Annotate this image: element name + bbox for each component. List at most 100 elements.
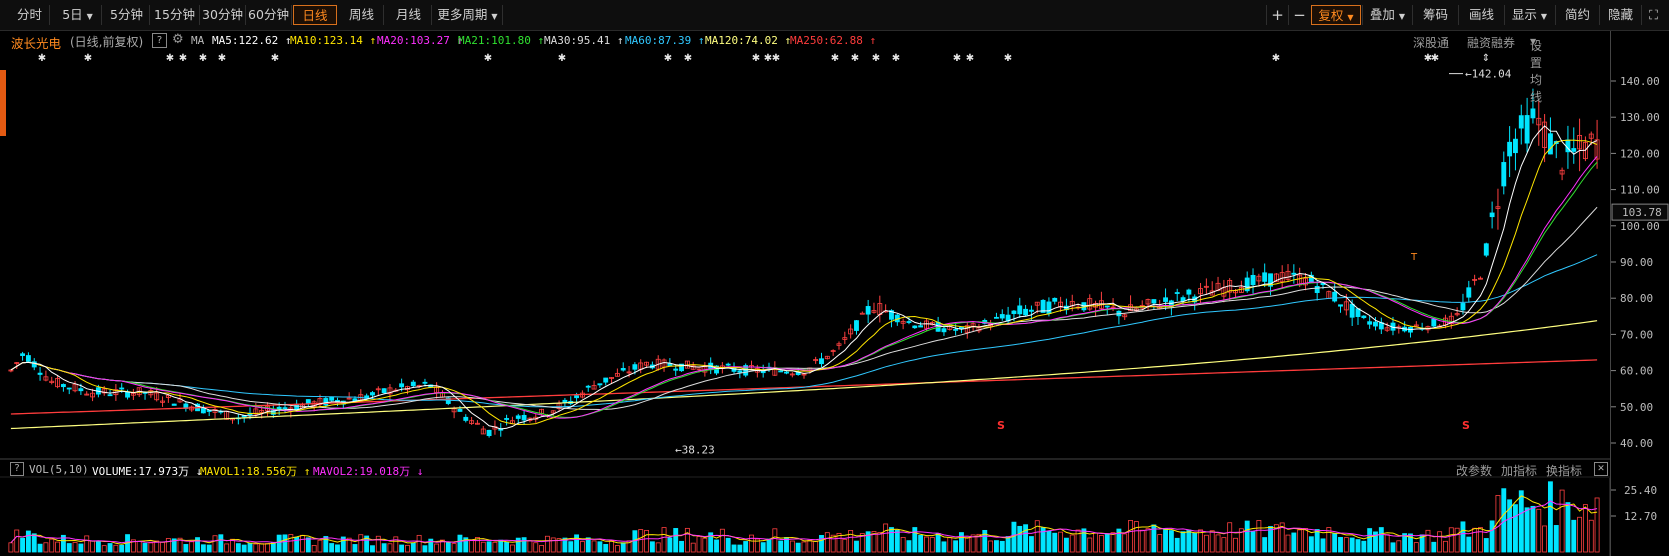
volume-bar (603, 544, 609, 553)
volume-bar (1326, 527, 1332, 553)
gear-icon[interactable]: ⚙ (172, 32, 184, 47)
volume-bar (387, 543, 393, 553)
link-margin[interactable]: 融资融券 (1467, 36, 1516, 50)
volume-bar (614, 545, 620, 553)
volume-bar (1133, 521, 1139, 553)
adjust-button[interactable]: 复权 ▼ (1311, 5, 1361, 25)
volume-bar (370, 545, 375, 553)
volume-bar (999, 540, 1005, 553)
tab-fenshi[interactable]: 分时 (10, 5, 50, 25)
candle-body (410, 381, 416, 387)
tab-more-periods[interactable]: 更多周期 ▼ (433, 5, 503, 25)
volume-bar (789, 540, 795, 553)
volume-bar (1542, 525, 1548, 553)
tab-30min[interactable]: 30分钟 (200, 5, 246, 25)
volume-bar (597, 541, 603, 553)
chevron-down-icon: ▼ (1530, 37, 1537, 46)
candle-body (1536, 117, 1542, 126)
candle-body (171, 403, 177, 406)
ma-value-2: MA20:103.27 ↑ (377, 34, 464, 47)
star-marker: ✱ (892, 53, 900, 64)
volume-bar (679, 540, 684, 553)
price-tick-label: 120.00 (1620, 147, 1660, 160)
help-icon[interactable]: ? (152, 33, 167, 48)
volume-bar (504, 541, 510, 553)
volume-bar (708, 532, 714, 553)
add-indicator-link[interactable]: 加指标 (1501, 464, 1538, 478)
tab-weekly[interactable]: 周线 (340, 5, 384, 25)
volume-bar (235, 543, 241, 553)
zoom-out-button[interactable]: − (1288, 5, 1310, 25)
volume-bar (1104, 533, 1110, 553)
tab-daily[interactable]: 日线 (293, 5, 337, 25)
volume-bar (894, 530, 900, 553)
volume-bar (212, 535, 218, 553)
candle-body (1518, 115, 1524, 129)
volume-help-icon[interactable]: ? (10, 462, 24, 476)
candle-body (521, 414, 527, 421)
volume-bar (148, 542, 154, 553)
zoom-in-button[interactable]: + (1266, 5, 1288, 25)
volume-bar (1034, 520, 1040, 553)
candle-body (78, 388, 84, 392)
overlay-button[interactable]: 叠加 ▼ (1362, 5, 1412, 25)
high-price-label: ←142.04 (1465, 68, 1512, 81)
candle-body (1058, 301, 1064, 308)
volume-bar (189, 541, 195, 553)
volume-bar (346, 537, 352, 553)
candle-body (1028, 309, 1034, 312)
candle-body (854, 320, 859, 331)
candle-body (1460, 303, 1466, 311)
volume-bar (247, 543, 253, 553)
switch-indicator-link[interactable]: 换指标 (1546, 464, 1583, 478)
hide-button[interactable]: 隐藏 (1599, 5, 1641, 25)
side-tab[interactable] (0, 70, 6, 136)
volume-bar (136, 541, 142, 553)
tab-monthly[interactable]: 月线 (386, 5, 432, 25)
candle-body (49, 380, 55, 383)
candle-body (1495, 206, 1501, 209)
star-marker: ✱ (1424, 53, 1432, 64)
draw-line-button[interactable]: 画线 (1458, 5, 1504, 25)
tab-5min[interactable]: 5分钟 (104, 5, 150, 25)
candle-body (1052, 297, 1058, 302)
volume-bar (1524, 507, 1530, 553)
candle-body (626, 371, 632, 374)
chips-button[interactable]: 筹码 (1412, 5, 1458, 25)
candle-body (889, 310, 894, 320)
edit-params-link[interactable]: 改参数 (1456, 464, 1493, 478)
candle-body (603, 377, 609, 383)
volume-bar (900, 537, 906, 553)
stock-name[interactable]: 波长光电 (11, 36, 62, 51)
s-marker: S (1462, 419, 1470, 432)
candle-body (1588, 133, 1594, 139)
fullscreen-icon[interactable]: ⛶ (1641, 5, 1665, 25)
candle-body (632, 364, 638, 370)
volume-bar (224, 543, 230, 553)
candle-body (66, 387, 72, 390)
candle-body (323, 398, 329, 406)
tab-60min[interactable]: 60分钟 (246, 5, 292, 25)
tab-5day[interactable]: 5日 ▼ (54, 5, 102, 25)
candle-body (614, 373, 620, 377)
candle-body (819, 358, 824, 365)
tab-15min[interactable]: 15分钟 (150, 5, 200, 25)
link-hk-connect[interactable]: 深股通 (1413, 36, 1450, 50)
volume-bar (684, 527, 690, 553)
volume-bar (696, 536, 702, 553)
volume-bar (84, 535, 90, 553)
volume-bar (440, 539, 445, 553)
volume-bar (1454, 527, 1460, 553)
display-button[interactable]: 显示 ▼ (1504, 5, 1554, 25)
candle-body (329, 396, 335, 401)
simple-button[interactable]: 简约 (1555, 5, 1599, 25)
volume-bar (200, 544, 206, 553)
volume-bar (1489, 520, 1495, 553)
candle-body (597, 383, 603, 386)
volume-bar (1221, 537, 1227, 553)
volume-bar (1110, 532, 1116, 553)
close-icon[interactable]: ✕ (1594, 462, 1608, 476)
candle-body (609, 377, 615, 379)
star-marker: ✱ (84, 53, 92, 64)
